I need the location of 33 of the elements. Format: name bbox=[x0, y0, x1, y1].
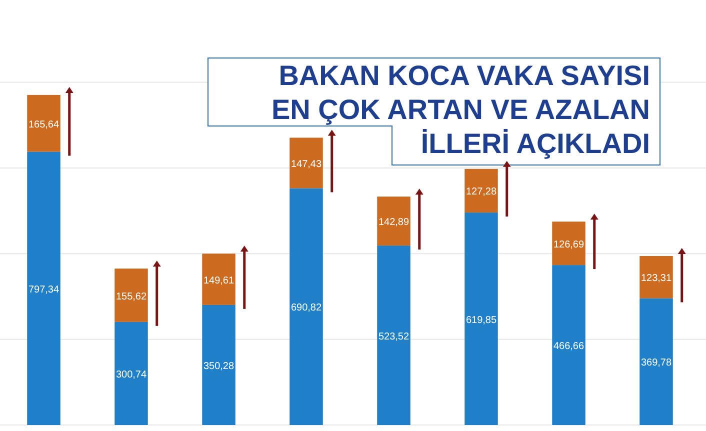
data-label: 350,28 bbox=[203, 360, 234, 372]
data-label: 142,89 bbox=[378, 217, 410, 228]
bar bbox=[290, 138, 323, 188]
data-label: 123,31 bbox=[640, 273, 672, 284]
bar bbox=[464, 168, 498, 213]
bar bbox=[377, 246, 410, 425]
bar bbox=[27, 94, 60, 152]
data-label: 523,52 bbox=[378, 331, 410, 342]
bar bbox=[114, 268, 148, 322]
data-label: 165,64 bbox=[28, 119, 60, 130]
data-label: 797,34 bbox=[28, 284, 60, 296]
data-label: 369,78 bbox=[640, 358, 672, 369]
bar bbox=[202, 304, 236, 425]
data-label: 300,74 bbox=[116, 369, 147, 380]
bar bbox=[27, 152, 60, 425]
bar bbox=[290, 188, 323, 425]
bar bbox=[640, 298, 673, 425]
data-label: 466,66 bbox=[553, 341, 584, 352]
bar bbox=[377, 196, 410, 246]
bar bbox=[464, 212, 498, 425]
bar bbox=[202, 254, 236, 305]
bar bbox=[114, 322, 148, 425]
data-label: 149,61 bbox=[203, 275, 234, 286]
bar bbox=[640, 256, 673, 298]
text: BAKAN KOCA VAKA SAYISI EN ÇOK ARTAN VE AZALAN İLLERİ AÇIKLADI bbox=[271, 60, 650, 159]
data-label: 147,43 bbox=[290, 158, 322, 170]
bar bbox=[552, 222, 586, 266]
data-label: 619,85 bbox=[466, 314, 497, 326]
data-label: 690,82 bbox=[290, 302, 322, 314]
data-label: 126,69 bbox=[553, 239, 584, 250]
bar bbox=[552, 265, 586, 425]
data-label: 127,28 bbox=[466, 186, 497, 198]
data-label: 155,62 bbox=[116, 291, 147, 302]
